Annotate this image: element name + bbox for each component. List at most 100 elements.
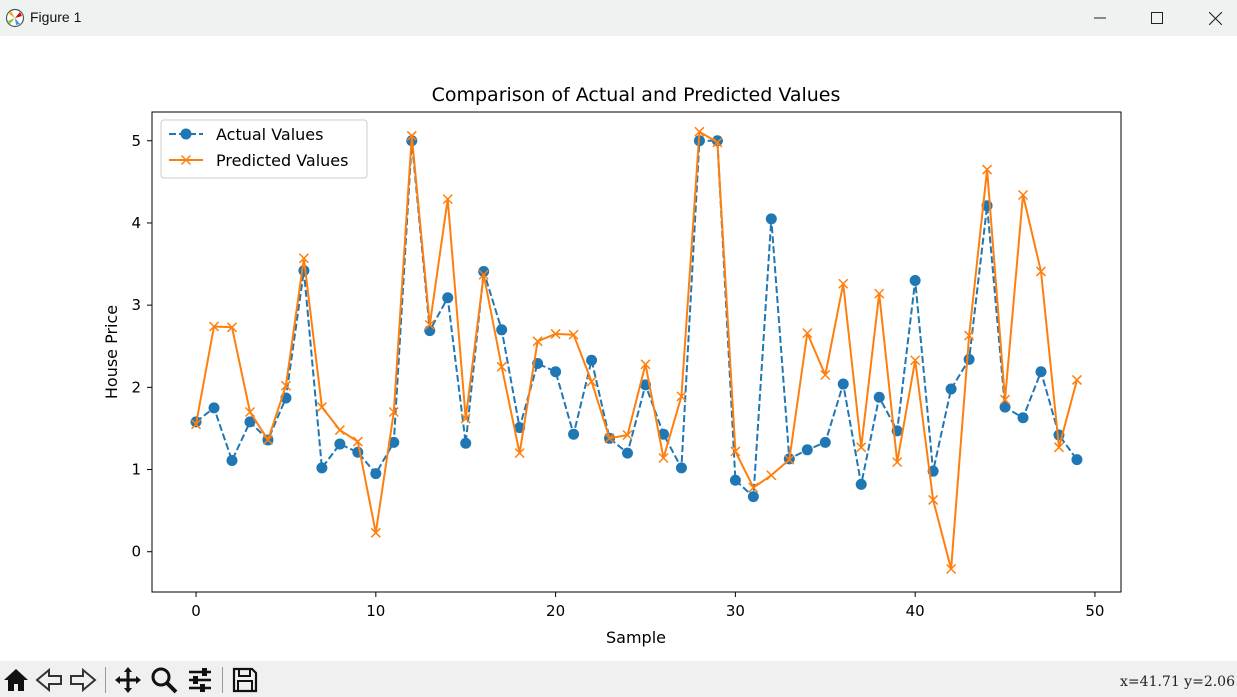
- predicted-value-point: [1053, 442, 1065, 453]
- predicted-value-point: [730, 446, 741, 457]
- pan-icon: [115, 667, 141, 693]
- actual-value-point: [478, 265, 490, 277]
- home-button[interactable]: [0, 665, 32, 695]
- predicted-value-point: [370, 527, 381, 538]
- actual-value-point: [568, 428, 580, 440]
- actual-value-point: [460, 437, 472, 449]
- actual-value-point: [316, 462, 328, 474]
- actual-value-point: [945, 383, 957, 395]
- predicted-value-point: [622, 429, 633, 441]
- window-title: Figure 1: [30, 9, 82, 25]
- x-tick-label: 20: [546, 602, 565, 620]
- legend: Actual Values Predicted Values: [160, 119, 368, 179]
- actual-value-point: [873, 391, 885, 403]
- actual-value-point: [657, 428, 669, 440]
- y-tick-label: 4: [131, 214, 141, 232]
- zoom-icon: [151, 667, 178, 694]
- actual-value-point: [963, 353, 975, 365]
- actual-value-point: [244, 416, 256, 428]
- predicted-value-point: [1035, 266, 1047, 277]
- predicted-value-point: [208, 321, 220, 332]
- predicted-value-point: [1000, 394, 1011, 405]
- legend-predicted-marker: [180, 154, 192, 166]
- predicted-value-point: [658, 452, 669, 464]
- predicted-value-point: [550, 328, 561, 339]
- actual-value-point: [999, 401, 1011, 413]
- predicted-value-point: [802, 328, 813, 339]
- maximize-button[interactable]: [1128, 0, 1186, 36]
- predicted-value-point: [676, 391, 687, 402]
- predicted-value-point: [964, 330, 975, 341]
- predicted-value-point: [838, 278, 849, 289]
- actual-value-point: [208, 402, 220, 414]
- predicted-value-point: [478, 269, 489, 280]
- predicted-value-point: [334, 425, 345, 436]
- predicted-value-point: [820, 369, 831, 381]
- predicted-value-point: [586, 376, 597, 387]
- x-tick-label: 10: [366, 602, 385, 620]
- axes-frame: [151, 111, 1122, 593]
- y-tick-label: 1: [131, 461, 141, 479]
- predicted-value-point: [604, 433, 615, 444]
- matplotlib-logo-icon: [5, 8, 25, 28]
- actual-value-point: [226, 454, 238, 466]
- forward-button[interactable]: [67, 665, 99, 695]
- predicted-value-point: [910, 355, 921, 366]
- actual-value-point: [765, 213, 777, 225]
- figure-canvas[interactable]: Comparison of Actual and Predicted Value…: [0, 36, 1237, 661]
- close-button[interactable]: [1186, 0, 1237, 36]
- series-predicted-values: [191, 126, 1082, 575]
- predicted-value-point: [316, 402, 327, 413]
- actual-value-point: [334, 438, 346, 450]
- save-icon: [232, 667, 258, 693]
- actual-value-point: [442, 292, 454, 304]
- configure-subplots-button[interactable]: [184, 665, 216, 695]
- predicted-value-point: [1071, 374, 1082, 385]
- y-axis-label: House Price: [102, 305, 121, 399]
- actual-value-point: [801, 444, 813, 456]
- y-tick-label: 0: [131, 543, 141, 561]
- zoom-button[interactable]: [148, 665, 180, 695]
- predicted-value-point: [532, 336, 543, 347]
- actual-value-point: [729, 474, 741, 486]
- predicted-value-point: [694, 126, 705, 137]
- configure-subplots-icon: [189, 668, 211, 692]
- back-icon: [35, 668, 62, 692]
- predicted-value-point: [514, 448, 525, 459]
- predicted-value-point: [856, 442, 867, 453]
- predicted-value-point: [226, 322, 238, 333]
- minimize-button[interactable]: [1071, 0, 1129, 36]
- actual-value-point: [1071, 454, 1083, 466]
- predicted-value-point: [568, 329, 579, 340]
- x-axis-label: Sample: [606, 628, 666, 647]
- actual-value-point: [1017, 412, 1029, 424]
- line-chart: Comparison of Actual and Predicted Value…: [102, 84, 1122, 647]
- actual-value-point: [855, 478, 867, 490]
- predicted-value-point: [784, 454, 795, 465]
- close-icon: [1208, 11, 1222, 25]
- predicted-value-point: [280, 380, 291, 391]
- forward-icon: [70, 668, 97, 692]
- save-button[interactable]: [229, 665, 261, 695]
- back-button[interactable]: [33, 665, 65, 695]
- toolbar-separator: [105, 667, 106, 693]
- legend-actual-label: Actual Values: [216, 125, 323, 144]
- actual-value-point: [711, 135, 723, 147]
- predicted-value-point: [766, 470, 777, 481]
- predicted-value-point: [388, 406, 399, 418]
- predicted-value-point: [928, 494, 939, 505]
- predicted-value-point: [442, 194, 453, 205]
- actual-value-point: [622, 447, 634, 459]
- toolbar-separator: [222, 667, 223, 693]
- predicted-value-point: [406, 130, 417, 141]
- actual-value-point: [424, 325, 436, 337]
- actual-value-point: [586, 354, 598, 366]
- actual-value-point: [819, 436, 831, 448]
- actual-value-point: [298, 265, 310, 277]
- predicted-value-point: [1017, 189, 1029, 201]
- predicted-values-line: [195, 130, 1078, 570]
- actual-value-point: [909, 274, 921, 286]
- predicted-value-point: [244, 406, 256, 418]
- pan-button[interactable]: [112, 665, 144, 695]
- predicted-value-point: [874, 288, 885, 299]
